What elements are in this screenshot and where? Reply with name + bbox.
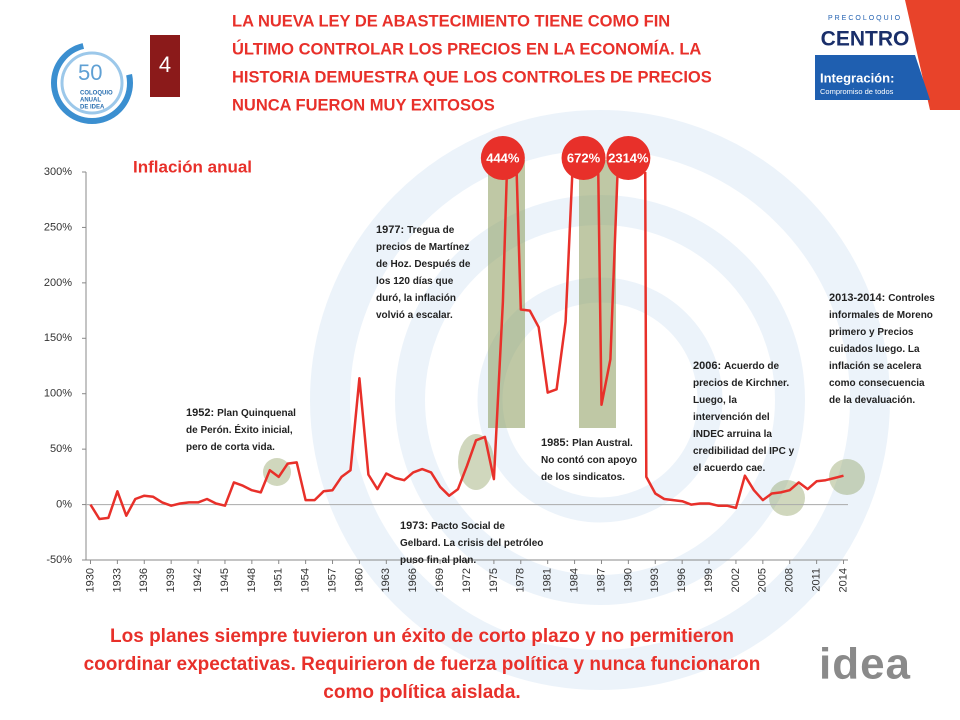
x-tick-label: 1939	[165, 568, 177, 592]
x-tick-label: 1993	[649, 568, 661, 592]
x-tick-label: 1966	[407, 568, 419, 592]
x-tick-label: 1960	[353, 568, 365, 592]
x-tick-label: 1954	[300, 568, 312, 592]
x-tick-label: 1987	[595, 568, 607, 592]
x-tick-label: 2005	[757, 568, 769, 592]
logo-text: COLOQUIO	[80, 91, 113, 97]
logo-text: DE IDEA	[80, 105, 105, 111]
y-tick-label: 200%	[44, 277, 72, 289]
x-tick-label: 2014	[837, 568, 849, 592]
x-tick-label: 1978	[515, 568, 527, 592]
peak-label: 672%	[567, 150, 601, 165]
x-tick-label: 1945	[219, 568, 231, 592]
annotation-text: Tregua de precios de Martínez de Hoz. De…	[376, 225, 471, 321]
annotation: 1973: Pacto Social de Gelbard. La crisis…	[400, 518, 545, 569]
chart-title: Inflación anual	[133, 157, 252, 176]
inflation-line	[89, 172, 844, 521]
slide-title: ÚLTIMO CONTROLAR LOS PRECIOS EN LA ECONO…	[232, 39, 701, 58]
footer-text: coordinar expectativas. Requirieron de f…	[84, 654, 761, 675]
annotation-year: 1973:	[400, 520, 429, 532]
peak-bubble	[606, 136, 651, 180]
annotation-text: Controles informales de Moreno primero y…	[829, 293, 935, 406]
x-tick-label: 1933	[111, 568, 123, 592]
x-tick-label: 1936	[138, 568, 150, 592]
slide-title: LA NUEVA LEY DE ABASTECIMIENTO TIENE COM…	[232, 12, 670, 30]
y-tick-label: 300%	[44, 166, 72, 178]
logo-text: ANUAL	[80, 98, 101, 104]
logo-text: Integración:	[820, 70, 894, 85]
footer-logo: idea	[819, 640, 911, 689]
peak-label: 2314%	[608, 150, 649, 165]
x-tick-label: 1963	[380, 568, 392, 592]
x-tick-label: 1972	[461, 568, 473, 592]
annotation-text: Plan Austral. No contó con apoyo de los …	[541, 438, 638, 483]
logo-text: CENTRO	[821, 28, 910, 51]
x-tick-label: 1930	[84, 568, 96, 592]
peak-label: 444%	[486, 150, 520, 165]
annotation-year: 1985:	[541, 437, 570, 449]
annotation-year: 2013-2014:	[829, 292, 886, 304]
annotation-text: Acuerdo de precios de Kirchner. Luego, l…	[693, 361, 795, 474]
annotation-text: Pacto Social de Gelbard. La crisis del p…	[400, 521, 544, 566]
annotation-text: Plan Quinquenal de Perón. Éxito inicial,…	[186, 408, 296, 453]
x-tick-label: 1981	[542, 568, 554, 592]
x-tick-label: 1948	[246, 568, 258, 592]
x-tick-label: 1957	[326, 568, 338, 592]
x-tick-label: 1942	[192, 568, 204, 592]
logo-number: 50	[78, 60, 102, 85]
x-tick-label: 1969	[434, 568, 446, 592]
x-tick-label: 1990	[622, 568, 634, 592]
logo-text: PRECOLOQUIO	[828, 15, 902, 22]
x-tick-label: 2011	[811, 568, 823, 592]
slide-title: NUNCA FUERON MUY EXITOSOS	[232, 96, 495, 114]
x-tick-label: 1999	[703, 568, 715, 592]
x-tick-label: 1975	[488, 568, 500, 592]
annotation: 1952: Plan Quinquenal de Perón. Éxito in…	[186, 405, 296, 456]
y-tick-label: 150%	[44, 332, 72, 344]
slide-number: 4	[159, 52, 171, 77]
y-tick-label: -50%	[46, 554, 72, 566]
x-tick-label: 2002	[730, 568, 742, 592]
y-tick-label: 0%	[56, 498, 72, 510]
annotation-year: 2006:	[693, 360, 722, 372]
annotation-year: 1977:	[376, 224, 405, 236]
y-tick-label: 250%	[44, 221, 72, 233]
x-tick-label: 1951	[273, 568, 285, 592]
slide-title: HISTORIA DEMUESTRA QUE LOS CONTROLES DE …	[232, 68, 712, 86]
logo-text: Compromiso de todos	[820, 87, 894, 96]
x-tick-label: 2008	[784, 568, 796, 592]
slide-number-box	[150, 35, 180, 97]
annotation-year: 1952:	[186, 407, 215, 419]
annotation: 2013-2014: Controles informales de Moren…	[829, 290, 939, 409]
annotation: 1985: Plan Austral. No contó con apoyo d…	[541, 435, 641, 486]
footer-text: Los planes siempre tuvieron un éxito de …	[110, 626, 734, 647]
peak-bubble	[480, 136, 525, 180]
x-tick-label: 1996	[676, 568, 688, 592]
annotation: 2006: Acuerdo de precios de Kirchner. Lu…	[693, 358, 798, 477]
y-tick-label: 100%	[44, 388, 72, 400]
annotation: 1977: Tregua de precios de Martínez de H…	[376, 222, 476, 324]
logo-right: PRECOLOQUIO CENTRO Integración: Compromi…	[815, 0, 960, 110]
logo-left: 50 COLOQUIO ANUAL DE IDEA	[51, 42, 133, 124]
footer-text: como política aislada.	[323, 682, 520, 703]
peak-bubble	[561, 136, 606, 180]
y-tick-label: 50%	[50, 443, 72, 455]
x-tick-label: 1984	[568, 568, 580, 592]
